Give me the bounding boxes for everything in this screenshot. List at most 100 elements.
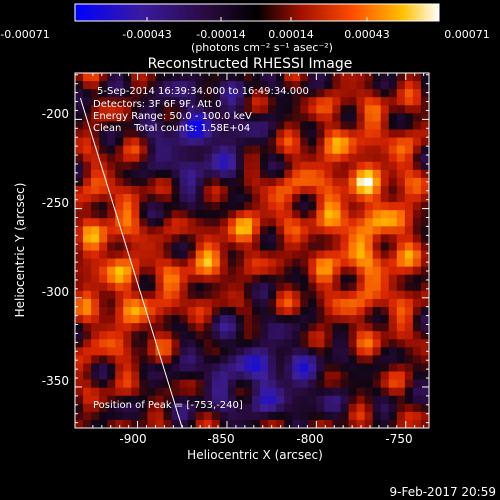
heatmap-cell — [75, 282, 84, 292]
colorbar-ticks — [74, 17, 440, 21]
heatmap-cell — [235, 210, 245, 219]
heatmap-cell — [131, 419, 140, 428]
heatmap-cell — [171, 145, 180, 155]
heatmap-cell — [396, 194, 406, 203]
heatmap-cell — [115, 137, 124, 147]
heatmap-cell — [324, 202, 333, 211]
heatmap-cell — [380, 403, 390, 413]
heatmap-cell — [292, 355, 301, 364]
heatmap-cell — [276, 355, 285, 364]
heatmap-cell — [380, 73, 390, 82]
heatmap-cell — [388, 185, 398, 195]
heatmap-cell — [179, 315, 189, 324]
heatmap-cell — [115, 282, 124, 292]
heatmap-cell — [83, 290, 92, 300]
heatmap-cell — [195, 218, 205, 227]
heatmap-cell — [340, 177, 349, 187]
heatmap-cell — [404, 105, 414, 114]
heatmap-cell — [332, 298, 341, 308]
heatmap-cell — [308, 355, 317, 364]
heatmap-cell — [171, 315, 180, 324]
heatmap-cell — [147, 145, 156, 155]
heatmap-cell — [356, 242, 366, 251]
heatmap-cell — [356, 153, 366, 163]
heatmap-cell — [187, 298, 197, 308]
heatmap-cell — [284, 274, 293, 284]
heatmap-cell — [243, 185, 253, 195]
heatmap-cell — [195, 169, 205, 179]
heatmap-cell — [83, 137, 92, 147]
heatmap-cell — [179, 306, 189, 316]
heatmap-cell — [316, 226, 325, 235]
heatmap-cell — [348, 177, 357, 187]
heatmap-cell — [219, 81, 229, 90]
heatmap-cell — [211, 331, 221, 340]
heatmap-cell — [115, 274, 124, 284]
heatmap-cell — [107, 274, 116, 284]
heatmap-cell — [171, 137, 180, 147]
heatmap-cell — [171, 347, 180, 356]
heatmap-cell — [227, 210, 237, 219]
heatmap-cell — [292, 194, 301, 203]
heatmap-cell — [412, 323, 422, 332]
heatmap-cell — [163, 339, 172, 348]
heatmap-cell — [99, 363, 108, 372]
heatmap-cell — [348, 371, 357, 380]
heatmap-cell — [292, 387, 301, 397]
heatmap-cell — [187, 177, 197, 187]
heatmap-cell — [187, 202, 197, 211]
heatmap-cell — [211, 282, 221, 292]
heatmap-cell — [195, 194, 205, 203]
heatmap-cell — [211, 194, 221, 203]
heatmap-cell — [308, 210, 317, 219]
heatmap-cell — [123, 169, 132, 179]
heatmap-cell — [404, 202, 414, 211]
heatmap-cell — [348, 250, 357, 259]
heatmap-cell — [412, 242, 422, 251]
heatmap-cell — [107, 242, 116, 251]
heatmap-cell — [276, 258, 285, 268]
heatmap-cell — [123, 218, 132, 227]
heatmap-cell — [131, 226, 140, 235]
heatmap-cell — [260, 137, 269, 147]
heatmap-cell — [332, 97, 341, 106]
heatmap-cell — [235, 137, 245, 147]
heatmap-cell — [348, 226, 357, 235]
heatmap-cell — [163, 347, 172, 356]
heatmap-cell — [235, 73, 245, 82]
heatmap-cell — [284, 161, 293, 171]
heatmap-cell — [99, 81, 108, 90]
heatmap-cell — [260, 113, 269, 122]
heatmap-cell — [292, 306, 301, 316]
heatmap-cell — [292, 411, 301, 421]
heatmap-cell — [420, 89, 429, 98]
heatmap-cell — [300, 250, 309, 259]
heatmap-cell — [171, 250, 180, 259]
heatmap-cell — [123, 185, 132, 195]
heatmap-cell — [195, 282, 205, 292]
heatmap-cell — [131, 266, 140, 276]
heatmap-cell — [364, 153, 374, 163]
heatmap-cell — [364, 395, 374, 405]
heatmap-cell — [380, 113, 390, 122]
heatmap-cell — [276, 73, 285, 82]
heatmap-cell — [227, 177, 237, 187]
heatmap-cell — [268, 161, 277, 171]
heatmap-cell — [123, 202, 132, 211]
heatmap-cell — [243, 323, 253, 332]
heatmap-cell — [147, 169, 156, 179]
heatmap-cell — [131, 177, 140, 187]
heatmap-cell — [91, 121, 100, 130]
heatmap-cell — [340, 105, 349, 114]
heatmap-cell — [155, 97, 164, 106]
heatmap-cell — [404, 97, 414, 106]
heatmap-cell — [171, 355, 180, 364]
heatmap-cell — [187, 137, 197, 147]
heatmap-cell — [372, 97, 382, 106]
heatmap-cell — [268, 403, 277, 413]
heatmap-cell — [420, 331, 429, 340]
heatmap-cell — [179, 89, 189, 98]
heatmap-cell — [139, 161, 148, 171]
heatmap-cell — [179, 113, 189, 122]
heatmap-cell — [260, 177, 269, 187]
